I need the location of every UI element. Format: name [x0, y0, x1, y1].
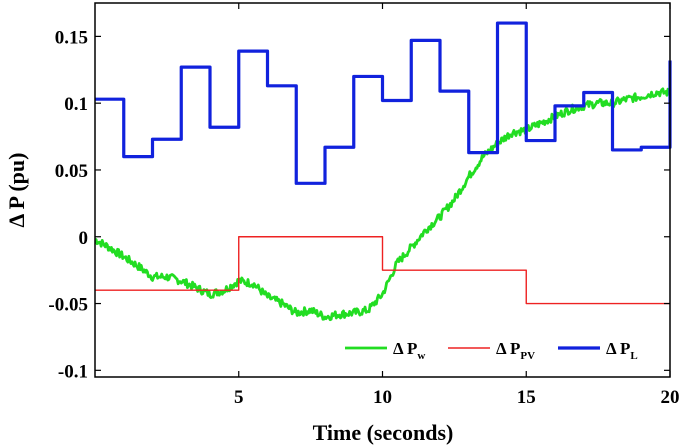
legend-label-subscript: L — [630, 350, 637, 362]
y-tick-label: 0.1 — [64, 94, 88, 115]
legend-label-subscript: PV — [520, 350, 535, 362]
y-axis-title: Δ P (pu) — [4, 153, 29, 228]
series-line-1 — [94, 87, 671, 322]
legend-label: Δ PPV — [496, 339, 535, 362]
x-tick-label: 15 — [517, 387, 536, 408]
x-tick-label: 10 — [373, 387, 392, 408]
legend-label-main: Δ P — [606, 339, 630, 358]
legend-label: Δ PL — [606, 339, 638, 362]
legend-label-main: Δ P — [393, 339, 417, 358]
series-line-2 — [95, 236, 670, 305]
series-line-3 — [95, 21, 672, 185]
legend-label-subscript: w — [417, 350, 425, 362]
legend: Δ Pw Δ PPV Δ PL — [345, 339, 638, 362]
y-tick-label: -0.1 — [58, 361, 88, 382]
legend-label-main: Δ P — [496, 339, 520, 358]
y-tick-label: 0.15 — [55, 27, 88, 48]
y-tick-label: 0.05 — [55, 161, 88, 182]
x-tick-label: 20 — [661, 387, 680, 408]
legend-label: Δ Pw — [393, 339, 425, 362]
y-tick-label: 0 — [79, 228, 89, 249]
y-tick-label: -0.05 — [48, 295, 88, 316]
x-axis-title: Time (seconds) — [313, 420, 454, 445]
x-tick-label: 5 — [234, 387, 244, 408]
